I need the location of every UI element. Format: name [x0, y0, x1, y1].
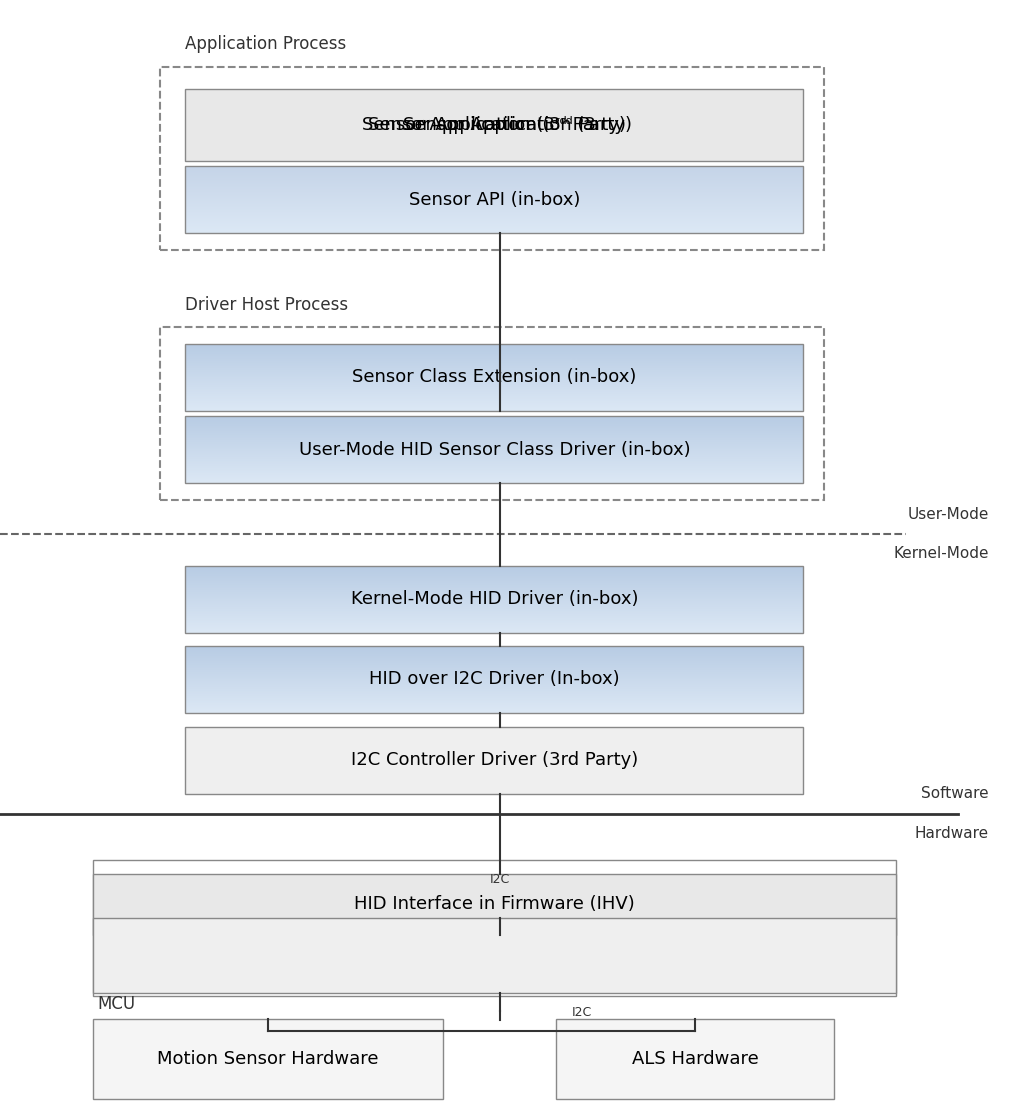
- Text: User-Mode: User-Mode: [907, 506, 989, 522]
- Text: I2C: I2C: [489, 872, 510, 886]
- Text: Kernel-Mode: Kernel-Mode: [893, 546, 989, 562]
- Bar: [93, 918, 896, 993]
- Text: MCU: MCU: [98, 995, 136, 1012]
- Text: Sensor Application (3: Sensor Application (3: [403, 115, 596, 134]
- Bar: [160, 327, 824, 500]
- Text: HID over I2C Driver (In-box): HID over I2C Driver (In-box): [369, 670, 620, 688]
- Bar: [93, 874, 896, 935]
- Text: ALS Hardware: ALS Hardware: [631, 1050, 759, 1068]
- Text: Hardware: Hardware: [915, 826, 989, 841]
- Text: Driver Host Process: Driver Host Process: [185, 296, 348, 314]
- Bar: [185, 727, 803, 794]
- Bar: [185, 166, 803, 233]
- Bar: [160, 67, 824, 250]
- Text: User-Mode HID Sensor Class Driver (in-box): User-Mode HID Sensor Class Driver (in-bo…: [299, 441, 690, 458]
- Bar: [185, 566, 803, 633]
- Bar: [556, 1019, 834, 1099]
- Bar: [93, 860, 896, 996]
- Text: Sensor Class Extension (in-box): Sensor Class Extension (in-box): [352, 369, 637, 386]
- Bar: [185, 344, 803, 411]
- Text: Sensor Application (3ʳᵈ Party): Sensor Application (3ʳᵈ Party): [363, 115, 626, 134]
- Text: I2C: I2C: [572, 1006, 592, 1019]
- Bar: [185, 416, 803, 483]
- Text: I2C Controller Driver (3rd Party): I2C Controller Driver (3rd Party): [351, 751, 638, 769]
- Text: Software: Software: [921, 786, 989, 801]
- Text: Sensor Application (3ʳᵈ Party): Sensor Application (3ʳᵈ Party): [368, 115, 631, 134]
- Bar: [185, 89, 803, 161]
- Bar: [185, 646, 803, 713]
- Bar: [93, 1019, 443, 1099]
- Text: HID Interface in Firmware (IHV): HID Interface in Firmware (IHV): [354, 895, 634, 914]
- Text: Application Process: Application Process: [185, 36, 347, 53]
- Text: Kernel-Mode HID Driver (in-box): Kernel-Mode HID Driver (in-box): [350, 591, 639, 608]
- Text: Sensor API (in-box): Sensor API (in-box): [409, 191, 580, 209]
- Text: Motion Sensor Hardware: Motion Sensor Hardware: [157, 1050, 379, 1068]
